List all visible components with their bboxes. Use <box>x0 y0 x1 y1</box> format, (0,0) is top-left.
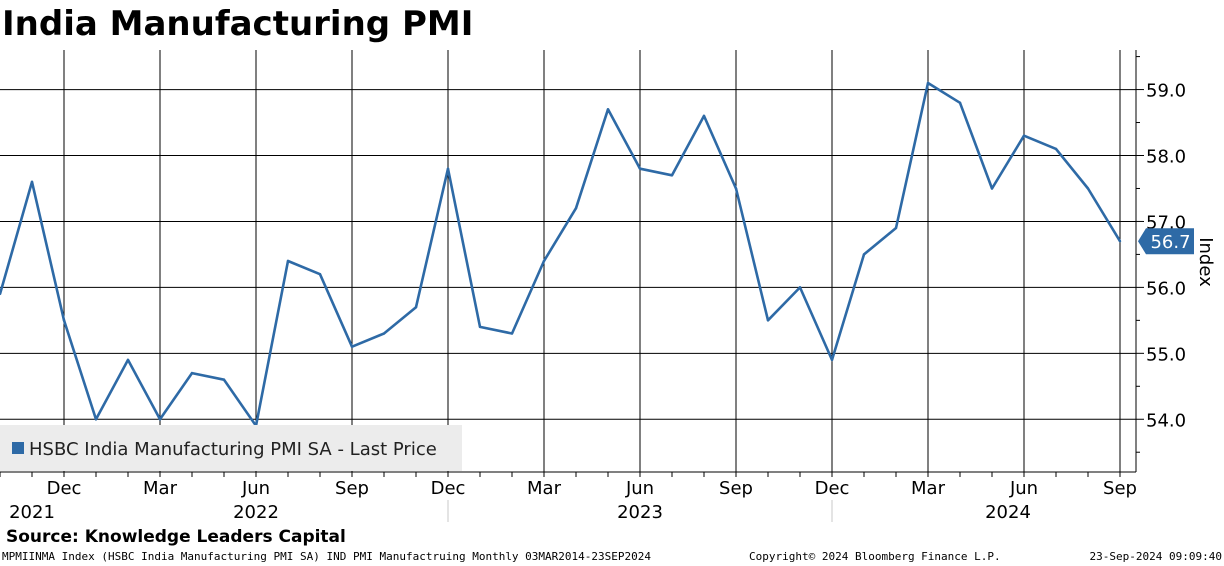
data-point <box>574 207 578 210</box>
year-label: 2024 <box>985 502 1031 523</box>
last-value-marker: 56.7 <box>1138 228 1194 255</box>
x-tick-label: Mar <box>911 478 946 499</box>
x-tick-label: Dec <box>431 478 466 499</box>
last-value-tag <box>1138 228 1194 255</box>
data-point <box>894 226 898 230</box>
year-label: 2023 <box>617 502 663 523</box>
data-point <box>1022 134 1026 137</box>
legend-label: HSBC India Manufacturing PMI SA - Last P… <box>29 439 437 460</box>
x-tick-label: Mar <box>143 478 178 499</box>
y-tick-label: 55.0 <box>1146 344 1186 365</box>
data-point <box>542 259 546 263</box>
source-note: Source: Knowledge Leaders Capital <box>6 527 346 547</box>
data-point <box>158 418 162 421</box>
chart-title: India Manufacturing PMI <box>2 4 474 44</box>
x-tick-label: Sep <box>1103 478 1137 499</box>
data-point <box>1086 187 1090 190</box>
series-line <box>0 81 1122 428</box>
data-point <box>126 358 130 362</box>
grid <box>0 50 1136 472</box>
x-tick-label: Jun <box>625 478 654 499</box>
x-tick-label: Jun <box>241 478 270 499</box>
data-point <box>62 319 66 322</box>
footer-copyright: Copyright© 2024 Bloomberg Finance L.P. <box>749 550 1001 563</box>
y-tick-label: 59.0 <box>1146 81 1186 102</box>
y-axis-title: Index <box>1195 237 1216 287</box>
data-point <box>0 292 2 296</box>
data-point <box>702 114 706 118</box>
y-tick-label: 54.0 <box>1146 410 1186 431</box>
legend-swatch <box>12 442 24 454</box>
x-tick-label: Sep <box>335 478 369 499</box>
x-tick-label: Sep <box>719 478 753 499</box>
data-point <box>446 167 450 170</box>
series-layer <box>0 81 1122 428</box>
x-tick-label: Dec <box>815 478 850 499</box>
data-point <box>286 259 290 263</box>
data-point <box>638 167 642 170</box>
y-tick-label: 58.0 <box>1146 147 1186 168</box>
data-point <box>798 286 802 289</box>
y-tick-label: 56.0 <box>1146 278 1186 299</box>
data-point <box>958 101 962 104</box>
axes: 54.0 55.0 56.0 57.0 58.0 59.0 Dec Mar Jun Sep Dec M… <box>0 50 1216 523</box>
year-label: 2021 <box>9 502 55 523</box>
data-point <box>670 174 674 177</box>
data-point <box>510 332 514 335</box>
data-point <box>1054 147 1058 151</box>
data-point <box>1118 240 1122 243</box>
last-value-label: 56.7 <box>1150 232 1190 253</box>
x-tick-label: Mar <box>527 478 562 499</box>
data-point <box>478 325 482 329</box>
data-point <box>318 272 322 276</box>
x-tick-label: Jun <box>1009 478 1038 499</box>
data-point <box>350 345 354 348</box>
data-point <box>30 180 34 184</box>
legend: HSBC India Manufacturing PMI SA - Last P… <box>0 425 462 471</box>
data-point <box>382 332 386 335</box>
footer-index-info: MPMIINMA Index (HSBC India Manufacturing… <box>2 550 652 563</box>
footer-timestamp: 23-Sep-2024 09:09:40 <box>1089 550 1222 563</box>
data-point <box>190 371 194 375</box>
data-point <box>926 81 930 85</box>
data-point <box>990 187 994 190</box>
data-point <box>862 253 866 256</box>
data-point <box>766 319 770 322</box>
data-point <box>414 305 418 309</box>
data-point <box>94 418 98 421</box>
data-point <box>606 108 610 111</box>
data-point <box>734 187 738 190</box>
y-tick-label: 57.0 <box>1146 212 1186 233</box>
data-point <box>222 378 226 381</box>
year-label: 2022 <box>233 502 279 523</box>
legend-box <box>0 425 462 471</box>
data-point <box>830 358 834 362</box>
x-tick-label: Dec <box>47 478 82 499</box>
